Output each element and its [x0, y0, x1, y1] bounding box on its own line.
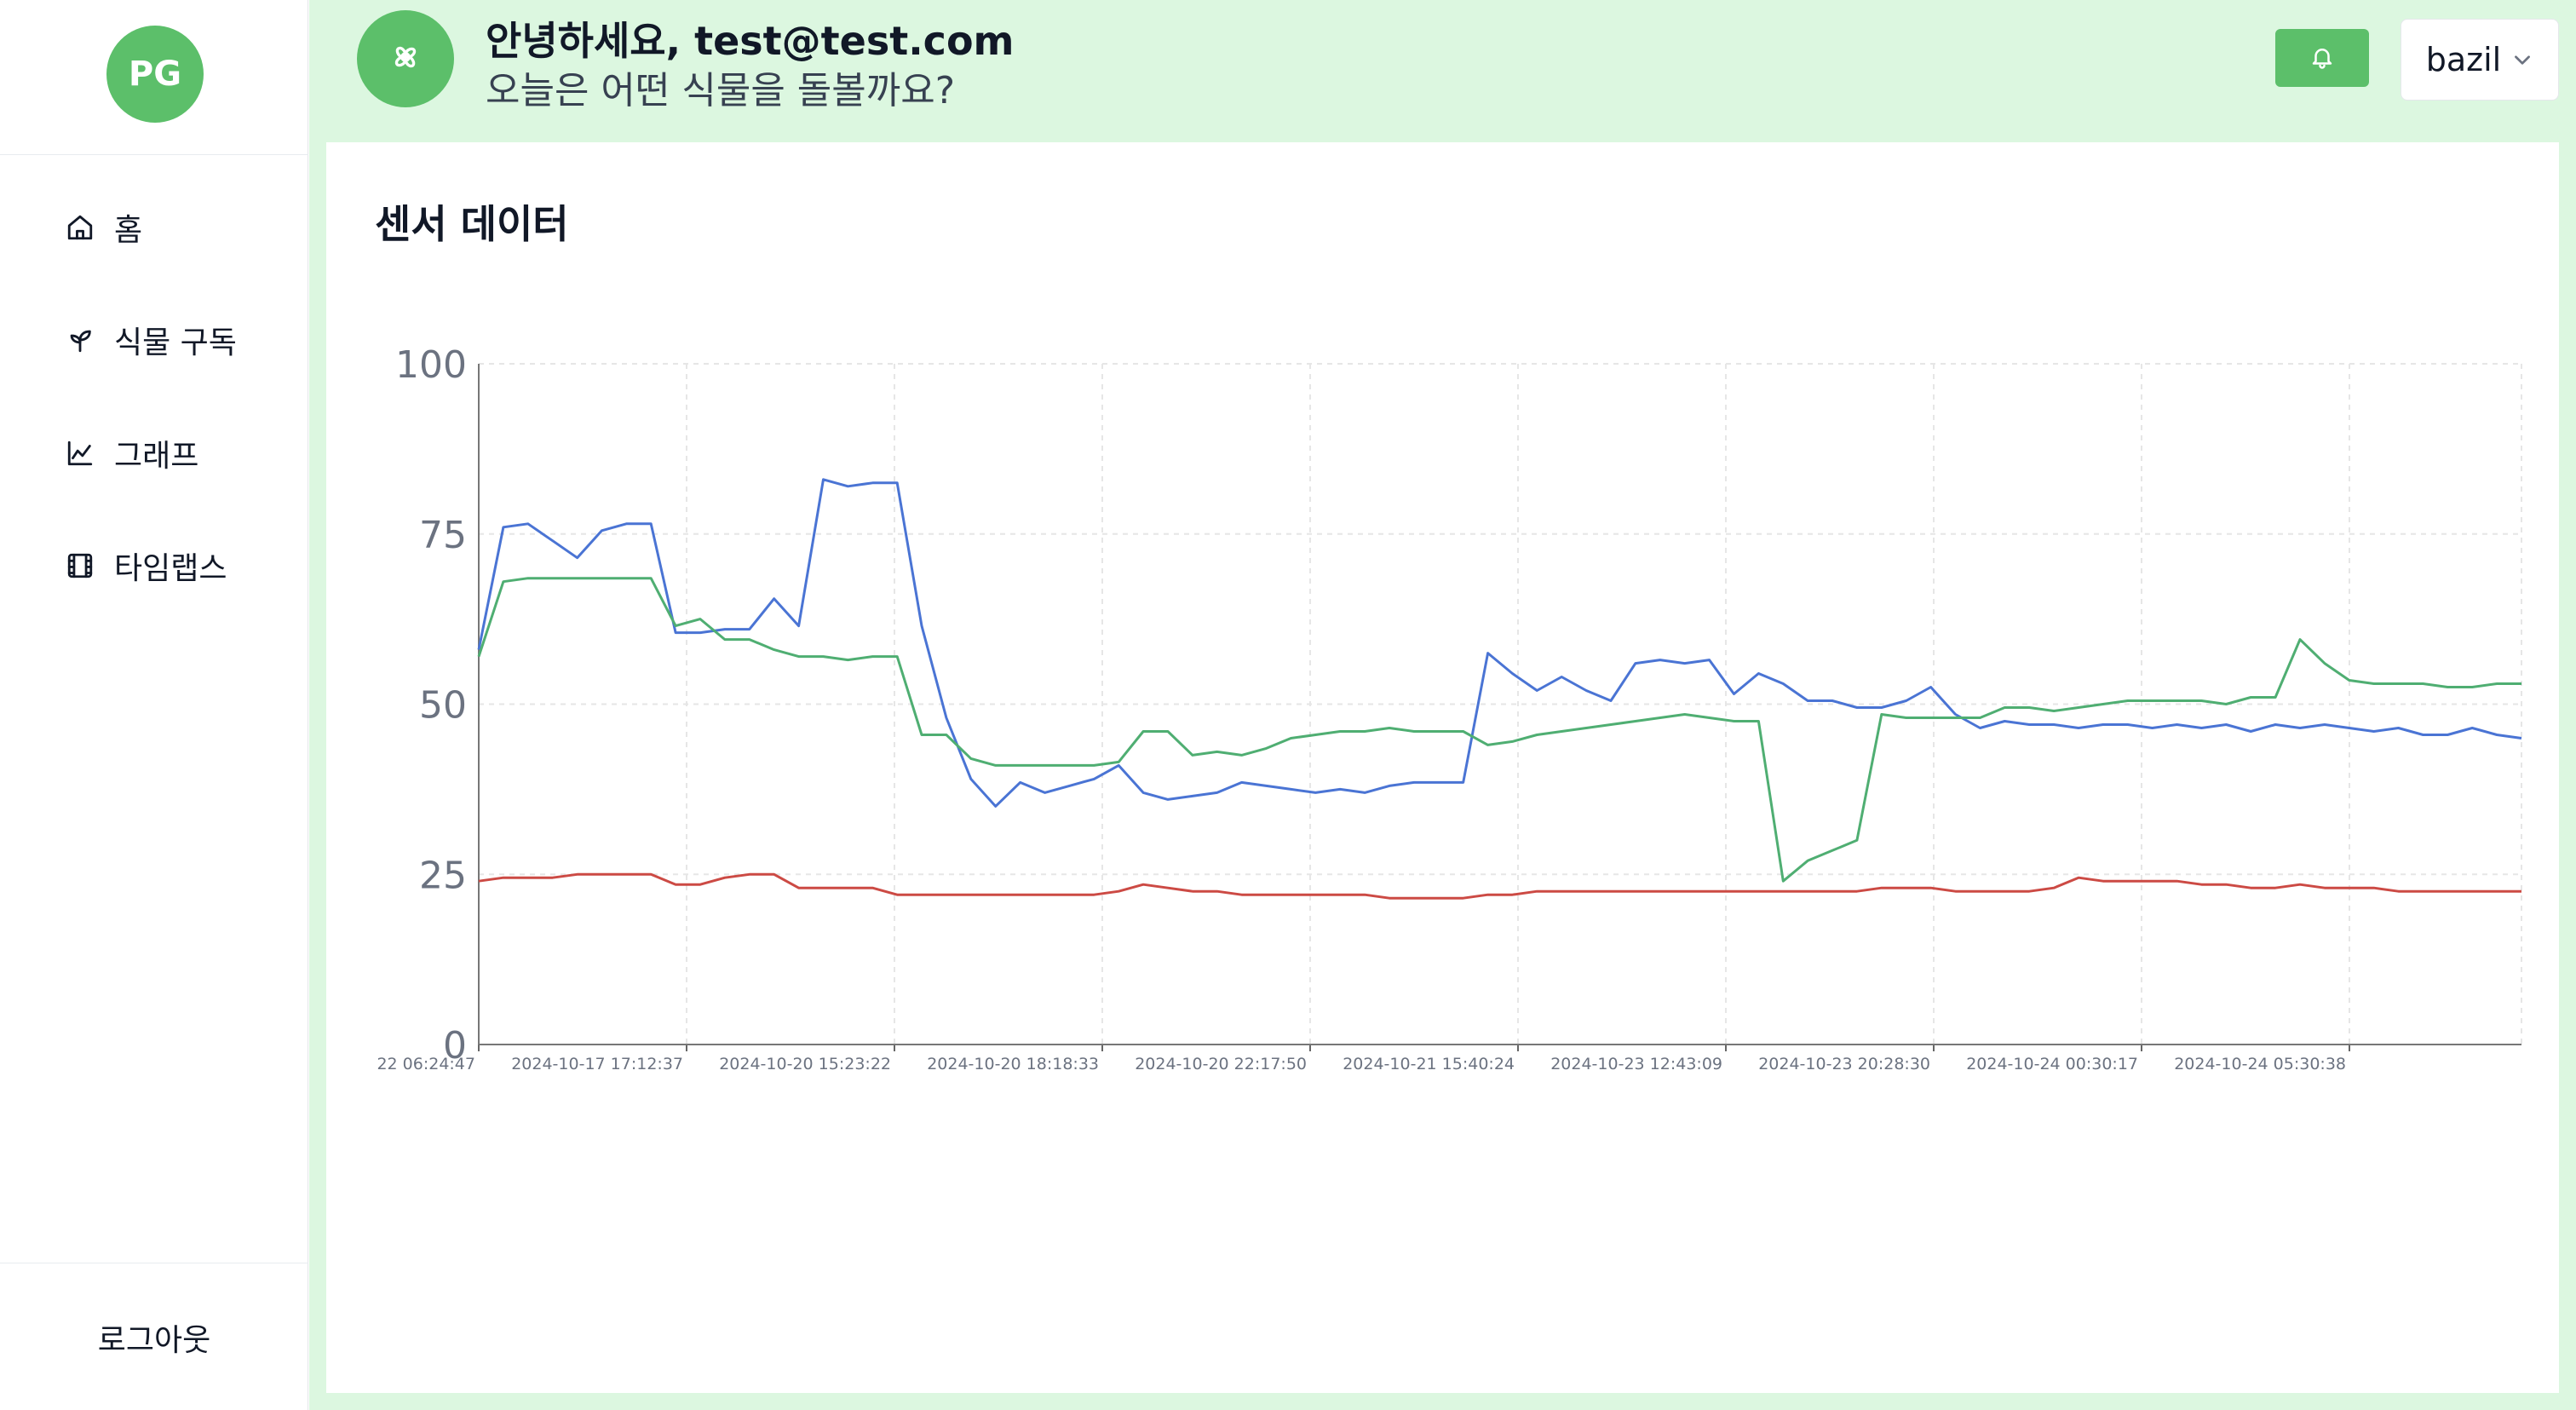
sidebar-divider	[0, 154, 308, 155]
sidebar-item-timelapse[interactable]: 타임랩스	[65, 540, 227, 591]
sensor-data-card: 센서 데이터 0 25 50 75 100 22 06:24:47 2024-10-17 1…	[326, 142, 2559, 1393]
x-tick-label: 2024-10-21 15:40:24	[1343, 1055, 1515, 1073]
film-icon	[65, 550, 95, 581]
x-tick-label: 2024-10-20 15:23:22	[719, 1055, 891, 1073]
x-tick-label: 2024-10-24 00:30:17	[1966, 1055, 2138, 1073]
sidebar-item-home[interactable]: 홈	[65, 202, 142, 253]
y-tick-label: 100	[395, 343, 467, 387]
main-content: 안녕하세요, test@test.com 오늘은 어떤 식물을 돌볼까요? ba…	[309, 0, 2576, 1410]
flower-icon	[388, 40, 423, 78]
logo[interactable]: PG	[106, 26, 204, 123]
plant-selector[interactable]: bazil	[2401, 19, 2559, 101]
sidebar-item-label: 홈	[114, 213, 143, 248]
plant-avatar	[357, 10, 454, 107]
sidebar-item-subscription[interactable]: 식물 구독	[65, 314, 237, 365]
sidebar-item-label: 식물 구독	[114, 325, 237, 360]
x-tick-label: 2024-10-23 20:28:30	[1758, 1055, 1930, 1073]
sidebar-item-graph[interactable]: 그래프	[65, 428, 198, 479]
card-title: 센서 데이터	[375, 201, 569, 247]
plant-selector-value: bazil	[2425, 41, 2502, 78]
x-tick-label: 2024-10-23 12:43:09	[1550, 1055, 1722, 1073]
bell-icon	[2309, 44, 2335, 72]
series-line-1	[477, 577, 2521, 883]
x-tick-label: 2024-10-24 05:30:38	[2174, 1055, 2346, 1073]
greeting-title: 안녕하세요, test@test.com	[486, 18, 1015, 64]
notification-button[interactable]	[2275, 29, 2369, 87]
greeting-subtitle: 오늘은 어떤 식물을 돌볼까요?	[486, 69, 956, 112]
y-tick-label: 25	[419, 854, 467, 897]
y-tick-label: 75	[419, 514, 467, 557]
sensor-chart: 0 25 50 75 100 22 06:24:47 2024-10-17 17:12:37…	[377, 343, 2522, 1073]
sidebar-item-label: 그래프	[114, 439, 199, 474]
chevron-down-icon	[2511, 49, 2533, 71]
sidebar-item-label: 타임랩스	[114, 551, 227, 586]
y-tick-label: 50	[419, 684, 467, 728]
x-tick-label: 2024-10-17 17:12:37	[511, 1055, 683, 1073]
logout-button[interactable]: 로그아웃	[97, 1323, 211, 1358]
x-tick-label: 2024-10-20 22:17:50	[1135, 1055, 1307, 1073]
x-tick-label: 22 06:24:47	[377, 1055, 475, 1073]
home-icon	[65, 212, 95, 243]
y-tick-label: 0	[443, 1024, 467, 1068]
sidebar: PG 홈 식물 구독 그래프 타임랩스 로그아웃	[0, 0, 308, 1410]
series-line-0	[477, 478, 2522, 808]
sprout-icon	[65, 325, 95, 355]
chart-icon	[65, 438, 95, 469]
series-line-2	[478, 872, 2521, 900]
x-tick-label: 2024-10-20 18:18:33	[927, 1055, 1099, 1073]
